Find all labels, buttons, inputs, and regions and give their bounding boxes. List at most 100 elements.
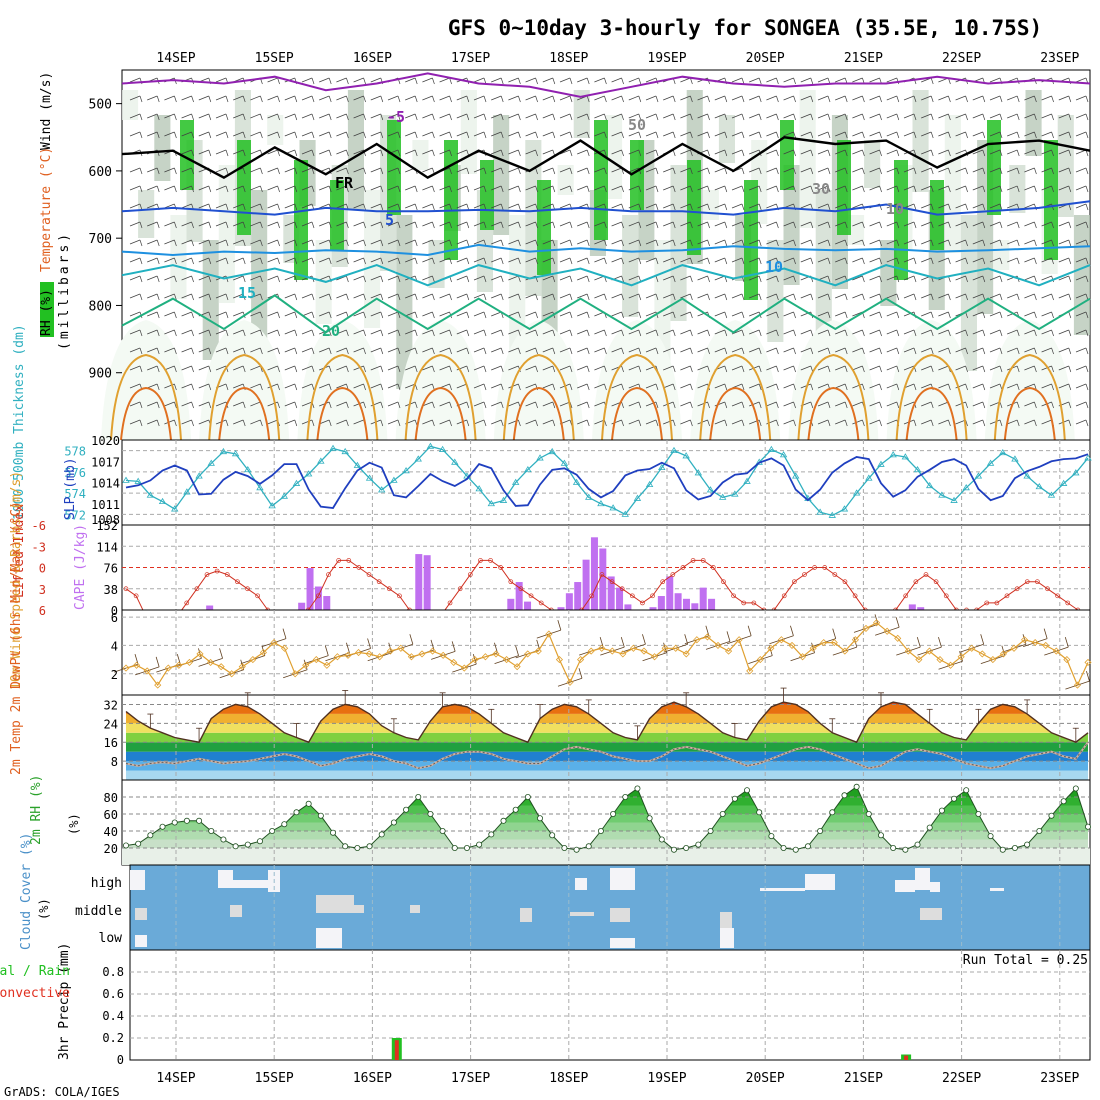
rh-high-cell <box>444 140 458 260</box>
wind-barb <box>147 419 158 425</box>
wind-barb-flag <box>827 257 831 265</box>
wind-barb-flag <box>397 257 401 265</box>
wind-barb-flag <box>672 383 676 391</box>
wind-barb <box>1041 95 1052 101</box>
wind-barb <box>628 185 639 191</box>
wind-barb-flag <box>655 113 659 121</box>
wind-barb-flag <box>1034 167 1037 175</box>
footer-credit: GrADS: COLA/IGES <box>4 1085 120 1099</box>
wind-barb <box>611 185 622 191</box>
li-point <box>650 593 655 599</box>
rh-high-cell <box>630 140 644 210</box>
wind10m-point <box>989 656 997 664</box>
wind-barb-flag <box>363 275 366 283</box>
wind-barb-flag <box>432 131 435 139</box>
wind-barb <box>525 383 536 389</box>
wind-barb <box>921 221 932 227</box>
wind-barb <box>491 365 502 371</box>
rh-cell <box>944 115 961 253</box>
wind-barb-flag <box>793 131 796 139</box>
wind-barb-flag <box>1085 401 1089 409</box>
wind-barb <box>817 167 829 173</box>
li-point <box>538 600 544 606</box>
wind-barb-flag <box>380 257 384 265</box>
wind-barb-flag <box>363 167 366 175</box>
wind-barb <box>405 293 416 299</box>
wind-barb <box>353 131 364 137</box>
thickness-point <box>889 451 897 458</box>
wind-barb-flag <box>552 113 556 121</box>
wind10m-barb-flag <box>1064 636 1069 648</box>
wind-barb <box>972 329 983 335</box>
wind-barb-flag <box>879 329 882 337</box>
wind-barb-flag <box>896 311 900 319</box>
wind-barb <box>250 149 261 155</box>
wind-barb <box>680 257 691 263</box>
wind-barb <box>869 131 880 137</box>
wind-barb-flag <box>328 77 332 85</box>
wind-barb <box>491 419 502 425</box>
wind-barb <box>869 221 880 227</box>
cape-bar <box>917 607 925 610</box>
wind10m-point <box>968 644 976 652</box>
wind-barb-flag <box>1016 149 1020 157</box>
wind-barb-flag <box>346 77 349 85</box>
wind-barb <box>370 203 381 209</box>
cape-bar <box>557 607 565 610</box>
wind10m-point <box>333 653 341 661</box>
wind-barb <box>938 113 949 119</box>
wind-barb-flag <box>174 239 177 247</box>
wind-barb <box>147 401 158 407</box>
wind-barb <box>663 131 674 137</box>
cloud-block-middle <box>230 905 242 917</box>
wind-barb-flag <box>466 167 470 175</box>
wind-barb <box>370 239 381 245</box>
wind-barb-flag <box>397 401 401 409</box>
wind-barb <box>491 149 502 155</box>
wind-barb-flag <box>552 365 556 373</box>
wind-barb <box>215 239 227 245</box>
wind-barb-flag <box>879 419 882 427</box>
wind-barb <box>783 239 794 245</box>
wind10m-panel: 246 10m Wind Speed & Barbs (m/s) <box>9 471 1092 696</box>
wind-barb-flag <box>707 239 710 247</box>
wind10m-point <box>397 644 405 652</box>
wind-barb-flag <box>879 383 882 391</box>
wind-barb <box>835 167 846 173</box>
wind-barb-flag <box>758 239 762 247</box>
wind-barb <box>336 221 347 227</box>
wind-barb <box>731 239 743 245</box>
wind-barb <box>731 311 743 317</box>
wind-barb <box>473 167 485 173</box>
wind-barb-flag <box>707 167 710 175</box>
wind-barb-flag <box>930 113 934 121</box>
wind-barb <box>284 383 295 389</box>
wind-barb <box>886 131 897 137</box>
wind-barb <box>852 329 863 335</box>
wind-barb-flag <box>449 95 452 103</box>
wind-barb-flag <box>500 185 504 193</box>
li-point <box>123 586 129 592</box>
wind-barb-flag <box>191 383 194 391</box>
wind-barb <box>456 419 467 425</box>
isotherm-30 <box>218 386 271 441</box>
wind-barb <box>1075 221 1087 227</box>
wind-barb-flag <box>621 383 624 391</box>
wind-barb-flag <box>500 329 504 337</box>
wind-barb-flag <box>724 383 728 391</box>
wind-barb <box>301 221 313 227</box>
wind10m-barb-flag <box>324 645 329 656</box>
wind-barb-flag <box>363 131 366 139</box>
wind-barb <box>542 401 553 407</box>
cloud-block-high <box>218 870 233 888</box>
wind-barb-flag <box>724 311 728 319</box>
wind-barb <box>491 311 502 317</box>
wind-barb-flag <box>380 383 384 391</box>
wind-barb-flag <box>242 401 246 409</box>
wind-barb <box>284 221 295 227</box>
wind-barb <box>1041 149 1052 155</box>
wind-barb-flag <box>242 221 246 229</box>
wind-barb-flag <box>586 401 590 409</box>
wind-barb <box>1075 365 1087 371</box>
wind-barb <box>508 257 519 263</box>
